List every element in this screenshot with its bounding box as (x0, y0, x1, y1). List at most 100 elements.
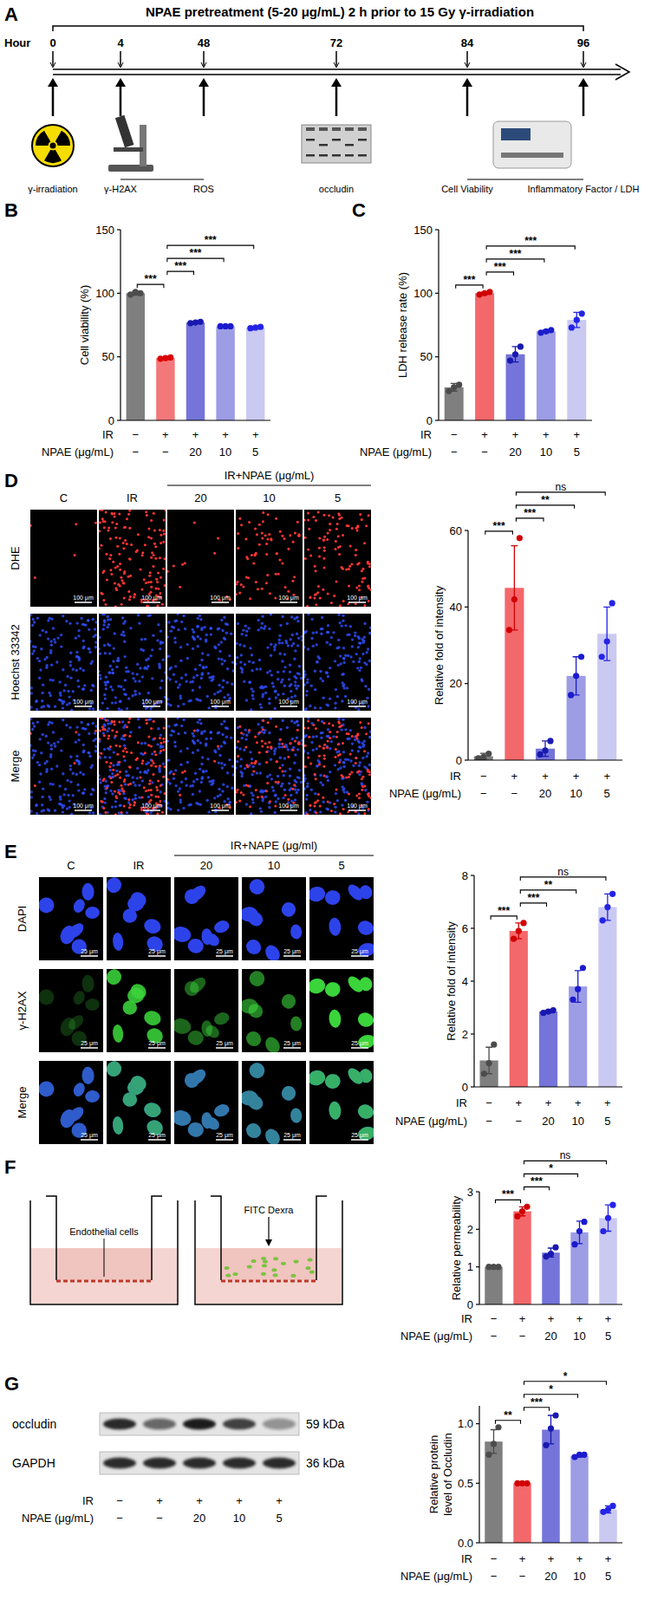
nucleus-dot (123, 640, 126, 644)
nucleus-dot (318, 677, 322, 680)
column-label: IR (126, 491, 138, 505)
nucleus-dot (242, 644, 246, 647)
ros-signal (129, 766, 132, 769)
replicate-dot (579, 964, 586, 971)
y-axis-title-line: level of Occludin (441, 1432, 455, 1516)
condition-label: NPAE (μg/mL) (359, 445, 432, 459)
ros-signal (162, 540, 165, 544)
ros-signal (98, 546, 101, 550)
nucleus-dot (344, 624, 347, 627)
y-tick (435, 228, 439, 230)
nucleus-dot (332, 631, 335, 634)
scale-bar (279, 601, 298, 604)
ros-signal (115, 536, 118, 540)
nucleus-dot (314, 631, 318, 634)
nucleus-dot (119, 685, 123, 689)
nucleus-dot (61, 668, 65, 671)
nucleus-dot (50, 748, 53, 751)
condition-value: − (490, 1329, 498, 1343)
nucleus-dot (293, 683, 297, 687)
condition-value: 10 (572, 1329, 586, 1343)
nucleus-dot (94, 737, 98, 741)
significance-label: ** (544, 878, 554, 892)
nucleus-dot (247, 626, 250, 630)
nucleus-dot (163, 670, 166, 674)
ros-signal (144, 581, 148, 585)
nucleus-dot (167, 703, 170, 706)
nucleus-dot (308, 704, 312, 708)
nucleus-dot (270, 673, 274, 677)
micrograph (98, 613, 166, 711)
nucleus-dot (182, 718, 185, 722)
nucleus-dot (49, 678, 53, 682)
ros-signal (113, 582, 117, 586)
nucleus-dot (69, 768, 72, 771)
nucleus-dot (187, 803, 190, 807)
ros-signal (133, 592, 137, 596)
nucleus-dot (91, 722, 95, 725)
nucleus-dot (191, 732, 195, 736)
nucleus-dot (286, 644, 290, 647)
ros-signal (109, 553, 112, 557)
nucleus-dot (69, 755, 72, 759)
nucleus-dot (84, 623, 87, 626)
nucleus-dot (247, 680, 251, 684)
nucleus-dot (94, 744, 98, 748)
ros-signal (148, 574, 151, 578)
ros-signal (326, 532, 330, 535)
nucleus-dot (180, 620, 183, 624)
nucleus-dot (70, 812, 73, 815)
ros-signal (129, 803, 132, 807)
nucleus-dot (157, 663, 161, 666)
nucleus-dot (230, 682, 234, 685)
micrograph-ground (30, 509, 98, 607)
bar (186, 322, 205, 421)
nucleus-dot (230, 786, 234, 789)
ros-signal (115, 522, 118, 526)
ros-signal (159, 749, 163, 753)
ros-signal (135, 550, 138, 554)
ros-signal (338, 517, 341, 521)
nucleus-dot (183, 731, 187, 735)
nucleus-dot (341, 619, 345, 623)
significance-label: *** (530, 1175, 543, 1188)
ros-signal (30, 524, 33, 528)
nucleus-dot (167, 807, 170, 810)
nucleus-dot (45, 664, 48, 667)
timeline-tick (582, 51, 585, 66)
ros-signal (139, 776, 143, 780)
nucleus-dot (82, 669, 85, 672)
nucleus-dot (137, 783, 141, 787)
ros-signal (156, 788, 159, 792)
nucleus-dot (133, 794, 137, 797)
nucleus-dot (196, 644, 200, 648)
significance-label: *** (188, 247, 202, 260)
ros-signal (143, 786, 146, 789)
timeline-tick (466, 51, 469, 66)
nucleus-dot (209, 736, 213, 740)
ros-signal (122, 755, 125, 758)
ros-signal (101, 800, 105, 804)
nucleus-dot (50, 663, 53, 666)
nucleus-dot (75, 655, 79, 658)
nucleus-dot (180, 781, 183, 784)
scale-bar (211, 705, 229, 708)
nucleus-dot (78, 667, 82, 671)
nucleus-dot (259, 703, 262, 706)
nucleus-dot (179, 763, 183, 767)
nucleus-dot (289, 637, 293, 641)
nucleus-dot (35, 708, 39, 711)
nucleus-dot (351, 644, 354, 648)
ros-signal (123, 734, 126, 737)
nucleus-dot (191, 647, 195, 651)
nucleus-dot (107, 623, 111, 626)
nucleus-dot (213, 645, 216, 649)
nucleus-dot (306, 647, 310, 651)
nucleus-dot (93, 627, 97, 631)
bar (566, 319, 586, 421)
scale-bar (348, 705, 366, 708)
condition-value: + (481, 428, 489, 442)
nucleus-dot (61, 806, 65, 809)
nucleus-dot (300, 634, 303, 638)
nucleus-dot (105, 680, 109, 684)
